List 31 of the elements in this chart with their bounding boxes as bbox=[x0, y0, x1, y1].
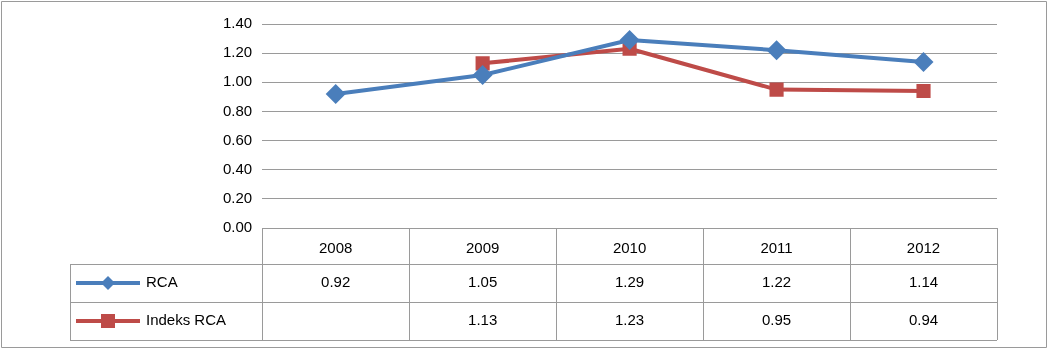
x-tick-label: 2009 bbox=[465, 239, 500, 257]
y-tick-label: 1.40 bbox=[222, 14, 253, 32]
x-tick-label: 2010 bbox=[612, 239, 647, 257]
y-tick-label: 1.00 bbox=[222, 72, 253, 90]
y-tick-label: 0.00 bbox=[222, 218, 253, 236]
x-tick-label: 2011 bbox=[760, 239, 793, 257]
data-label: 1.05 bbox=[468, 273, 498, 291]
legend-label: RCA bbox=[146, 273, 178, 291]
y-tick-label: 0.40 bbox=[222, 159, 253, 177]
data-label: 0.92 bbox=[321, 273, 351, 291]
legend-label: Indeks RCA bbox=[146, 311, 227, 329]
data-label: 0.95 bbox=[761, 311, 792, 329]
y-tick-label: 1.20 bbox=[222, 43, 253, 61]
point bbox=[472, 65, 493, 85]
point bbox=[619, 30, 640, 51]
point bbox=[766, 40, 787, 61]
data-label: 1.29 bbox=[615, 273, 645, 291]
data-label: 1.13 bbox=[468, 311, 498, 329]
point bbox=[325, 83, 346, 104]
point bbox=[769, 82, 784, 97]
x-tick-label: 2012 bbox=[906, 239, 941, 257]
x-tick-label: 2008 bbox=[318, 239, 353, 257]
data-label: 1.22 bbox=[761, 273, 792, 291]
point bbox=[913, 51, 934, 72]
y-tick-label: 0.80 bbox=[222, 101, 253, 119]
data-label: 1.23 bbox=[615, 311, 645, 329]
data-label: 0.94 bbox=[908, 311, 939, 329]
data-label: 1.14 bbox=[908, 273, 939, 291]
y-tick-label: 0.20 bbox=[222, 189, 253, 206]
point bbox=[916, 83, 931, 99]
y-tick-label: 0.60 bbox=[222, 130, 253, 148]
